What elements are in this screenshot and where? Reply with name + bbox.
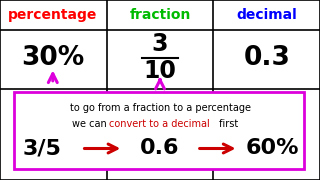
Text: 3: 3 bbox=[152, 32, 168, 56]
Text: 30%: 30% bbox=[21, 45, 84, 71]
Text: first: first bbox=[216, 119, 238, 129]
Text: 10: 10 bbox=[144, 59, 176, 83]
Text: convert to a decimal: convert to a decimal bbox=[109, 119, 210, 129]
Text: decimal: decimal bbox=[237, 8, 298, 22]
FancyBboxPatch shape bbox=[14, 92, 304, 169]
Text: 0.6: 0.6 bbox=[140, 138, 180, 159]
Text: 3/5: 3/5 bbox=[22, 138, 61, 159]
Text: percentage: percentage bbox=[8, 8, 98, 22]
Text: fraction: fraction bbox=[129, 8, 191, 22]
Text: we can: we can bbox=[72, 119, 110, 129]
Text: 0.3: 0.3 bbox=[244, 45, 291, 71]
Text: 60%: 60% bbox=[245, 138, 299, 159]
Text: to go from a fraction to a percentage: to go from a fraction to a percentage bbox=[69, 103, 251, 113]
